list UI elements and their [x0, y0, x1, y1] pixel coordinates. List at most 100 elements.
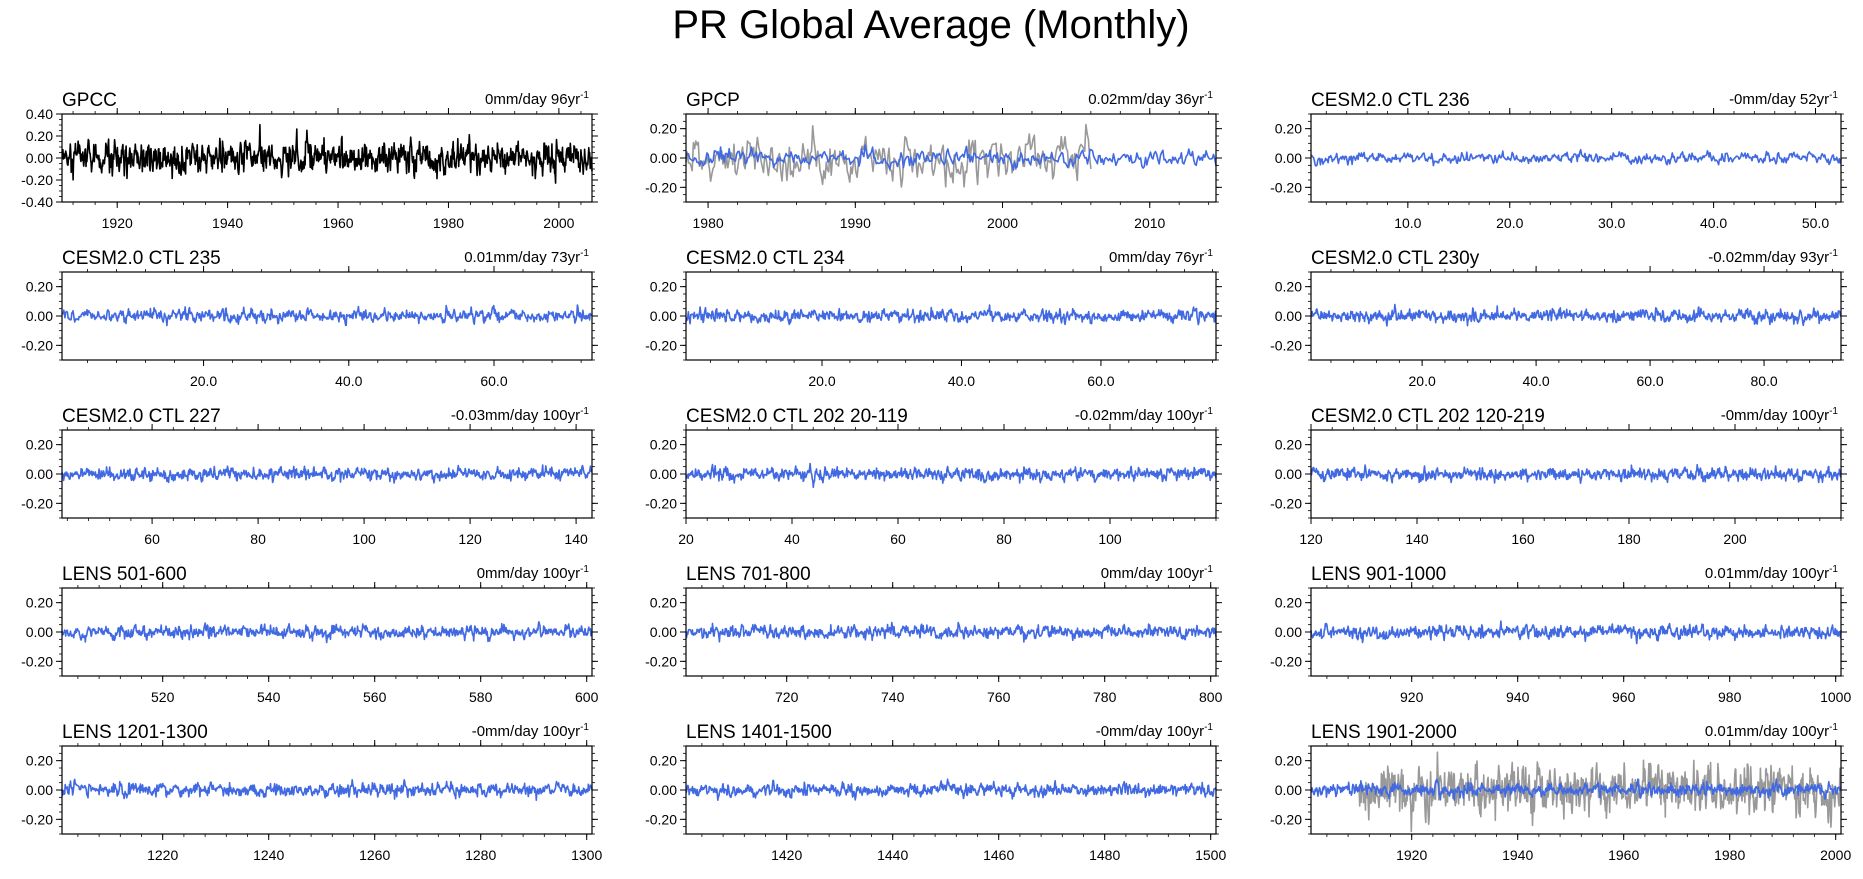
panel-title: LENS 1401-1500: [686, 722, 832, 743]
series-line-model: [61, 620, 593, 644]
y-tick-label: 0.20: [26, 753, 53, 769]
y-tick-label: 0.00: [650, 466, 677, 482]
x-tick-label: 100: [1098, 531, 1122, 547]
y-tick-label: -0.20: [21, 172, 53, 188]
x-tick-label: 40.0: [948, 373, 975, 389]
series-line-model: [61, 464, 593, 484]
panel-7: CESM2.0 CTL 227 -0.03mm/day 100yr-1 0.20 0.…: [21, 406, 598, 547]
panel-title: CESM2.0 CTL 227: [62, 406, 221, 427]
panel-3: CESM2.0 CTL 236 -0mm/day 52yr-1 0.20 0.00 -0…: [1270, 90, 1847, 231]
x-tick-label: 600: [575, 689, 599, 705]
series-line-model: [61, 778, 593, 802]
x-tick-label: 1260: [359, 847, 390, 863]
y-tick-label: -0.20: [1270, 337, 1302, 353]
x-tick-label: 1960: [1608, 847, 1639, 863]
panel-title: LENS 901-1000: [1311, 564, 1446, 585]
series-line-GPCP: [685, 144, 1217, 171]
y-tick-label: 0.20: [650, 595, 677, 611]
series-line-model: [685, 304, 1217, 326]
series-line-model: [1310, 148, 1842, 167]
y-tick-label: 0.20: [26, 279, 53, 295]
panel-15: LENS 1901-2000 0.01mm/day 100yr-1 0.20 0.00…: [1270, 722, 1851, 863]
x-tick-label: 940: [1506, 689, 1530, 705]
x-tick-label: 140: [564, 531, 588, 547]
panel-title: CESM2.0 CTL 202 20-119: [686, 406, 908, 427]
x-tick-label: 760: [987, 689, 1011, 705]
panel-5: CESM2.0 CTL 234 0mm/day 76yr-1 0.20 0.00 -0.…: [645, 248, 1222, 389]
x-tick-label: 960: [1612, 689, 1636, 705]
panel-title: CESM2.0 CTL 202 120-219: [1311, 406, 1545, 427]
x-tick-label: 740: [881, 689, 905, 705]
series-line-GPCC: [61, 123, 593, 184]
y-tick-label: -0.20: [645, 653, 677, 669]
x-tick-label: 120: [1299, 531, 1323, 547]
x-tick-label: 40.0: [1522, 373, 1549, 389]
y-tick-label: 0.20: [650, 279, 677, 295]
y-tick-label: 0.20: [1275, 595, 1302, 611]
y-tick-label: -0.40: [21, 194, 53, 210]
panel-12: LENS 901-1000 0.01mm/day 100yr-1 0.20 0.00 -…: [1270, 564, 1851, 705]
x-tick-label: 1240: [253, 847, 284, 863]
y-tick-label: 0.20: [650, 121, 677, 137]
x-tick-label: 1920: [1396, 847, 1427, 863]
x-tick-label: 1960: [322, 215, 353, 231]
panel-title: LENS 1201-1300: [62, 722, 208, 743]
panel-8: CESM2.0 CTL 202 20-119 -0.02mm/day 100yr-…: [645, 406, 1222, 547]
x-tick-label: 1980: [693, 215, 724, 231]
y-tick-label: 0.00: [26, 782, 53, 798]
y-tick-label: -0.20: [1270, 653, 1302, 669]
x-tick-label: 1480: [1089, 847, 1120, 863]
x-tick-label: 20.0: [190, 373, 217, 389]
x-tick-label: 920: [1400, 689, 1424, 705]
x-tick-label: 20.0: [1496, 215, 1523, 231]
y-tick-label: 0.00: [1275, 466, 1302, 482]
x-tick-label: 1440: [877, 847, 908, 863]
x-tick-label: 1980: [433, 215, 464, 231]
x-tick-label: 1300: [571, 847, 602, 863]
x-tick-label: 60: [890, 531, 906, 547]
x-tick-label: 80: [250, 531, 266, 547]
y-tick-label: 0.20: [1275, 121, 1302, 137]
series-line-model: [1310, 463, 1842, 485]
trend-label: -0.02mm/day 100yr-1: [1075, 406, 1214, 424]
y-tick-label: 0.20: [26, 595, 53, 611]
trend-label: 0mm/day 100yr-1: [477, 564, 590, 582]
y-tick-label: -0.20: [21, 495, 53, 511]
panel-title: LENS 1901-2000: [1311, 722, 1457, 743]
x-tick-label: 180: [1617, 531, 1641, 547]
panel-title: LENS 701-800: [686, 564, 811, 585]
x-tick-label: 980: [1718, 689, 1742, 705]
y-tick-label: 0.20: [26, 437, 53, 453]
y-tick-label: 0.00: [650, 150, 677, 166]
trend-label: 0.01mm/day 100yr-1: [1705, 722, 1839, 740]
y-tick-label: 0.00: [26, 150, 53, 166]
panel-title: CESM2.0 CTL 235: [62, 248, 221, 269]
x-tick-label: 60.0: [1087, 373, 1114, 389]
y-tick-label: 0.00: [26, 308, 53, 324]
panel-title: GPCP: [686, 90, 740, 111]
y-tick-label: 0.20: [650, 753, 677, 769]
y-tick-label: -0.20: [21, 337, 53, 353]
x-tick-label: 20: [678, 531, 694, 547]
panel-14: LENS 1401-1500 -0mm/day 100yr-1 0.20 0.00 -0…: [645, 722, 1226, 863]
y-tick-label: 0.20: [650, 437, 677, 453]
x-tick-label: 40: [784, 531, 800, 547]
panel-title: CESM2.0 CTL 230y: [1311, 248, 1480, 269]
series-line-model: [1310, 620, 1842, 645]
y-tick-label: 0.20: [1275, 437, 1302, 453]
panel-title: CESM2.0 CTL 234: [686, 248, 845, 269]
trend-label: -0mm/day 52yr-1: [1729, 90, 1838, 108]
y-tick-label: -0.20: [645, 337, 677, 353]
trend-label: -0mm/day 100yr-1: [472, 722, 590, 740]
trend-label: -0mm/day 100yr-1: [1096, 722, 1214, 740]
x-tick-label: 50.0: [1802, 215, 1829, 231]
y-tick-label: -0.20: [1270, 811, 1302, 827]
trend-label: 0mm/day 76yr-1: [1109, 248, 1213, 266]
y-tick-label: 0.20: [1275, 279, 1302, 295]
x-tick-label: 1420: [771, 847, 802, 863]
trend-label: 0.01mm/day 73yr-1: [464, 248, 589, 266]
x-tick-label: 120: [458, 531, 482, 547]
y-tick-label: 0.00: [1275, 150, 1302, 166]
trend-label: -0.02mm/day 93yr-1: [1708, 248, 1838, 266]
